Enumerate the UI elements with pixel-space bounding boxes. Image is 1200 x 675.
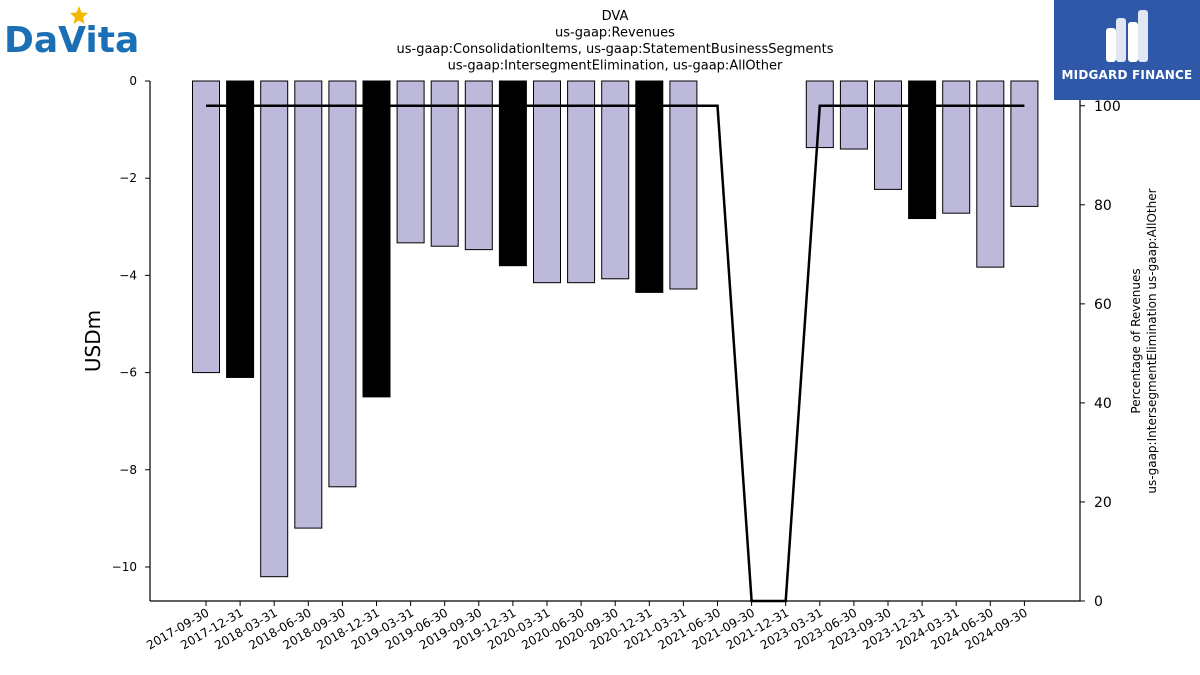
y-tick-label: −2 (119, 171, 137, 185)
y2-tick-label: 100 (1094, 99, 1121, 115)
bar-2018-09-30 (328, 80, 357, 488)
bar-2020-09-30 (601, 80, 630, 280)
bar-2017-09-30 (192, 80, 220, 374)
secondary-y-axis-label-line: us-gaap:IntersegmentElimination us-gaap:… (1145, 188, 1159, 493)
bar-2021-03-31 (669, 80, 698, 290)
chart-title-line: us-gaap:Revenues (555, 26, 675, 41)
percentage-line-series (206, 104, 1025, 603)
y-tick-label: −4 (119, 268, 137, 282)
midgard-logo-mark (1106, 10, 1148, 62)
bar-2018-12-31 (362, 80, 391, 398)
bar-2020-06-30 (567, 80, 596, 284)
bar-2020-12-31 (635, 80, 664, 293)
y-tick-label: −10 (112, 560, 137, 574)
chart-title-line: DVA (602, 9, 629, 24)
davita-logo-mark: DaVita (4, 6, 139, 61)
y-axis-label: USDm (81, 310, 105, 372)
y2-tick-label: 0 (1094, 594, 1103, 610)
bar-2024-03-31 (942, 80, 971, 214)
secondary-y-axis-label: Percentage of Revenues us-gaap:Intersegme… (1129, 188, 1159, 493)
midgard-finance-logo: MIDGARD FINANCE (1054, 0, 1200, 100)
y2-tick-label: 20 (1094, 495, 1112, 511)
bar-2020-03-31 (533, 80, 561, 284)
chart-title: DVA us-gaap:Revenuesus-gaap:Consolidation… (396, 9, 833, 74)
bar-2019-03-31 (396, 80, 425, 244)
chart-title-line: us-gaap:IntersegmentElimination, us-gaap… (448, 59, 783, 74)
y-tick-label: 0 (129, 74, 137, 88)
bar-2023-09-30 (874, 80, 902, 190)
bar-series (192, 80, 1039, 578)
bar-2018-03-31 (260, 80, 289, 578)
bar-2019-06-30 (430, 80, 459, 247)
bar-2017-12-31 (226, 80, 255, 378)
chart-title-line: us-gaap:ConsolidationItems, us-gaap:Stat… (396, 42, 833, 57)
y2-tick-label: 80 (1094, 198, 1112, 214)
y2-tick-label: 40 (1094, 396, 1112, 412)
bar-2019-12-31 (498, 80, 527, 267)
percentage-line (206, 104, 1025, 603)
y2-tick-label: 60 (1094, 297, 1112, 313)
star-icon (70, 6, 88, 24)
bar-2024-09-30 (1010, 80, 1039, 207)
bar-2024-06-30 (976, 80, 1005, 268)
bar-2019-09-30 (464, 80, 493, 251)
bar-2023-06-30 (839, 80, 868, 150)
davita-logo-text: DaVita (4, 20, 139, 58)
secondary-y-axis-label-line: Percentage of Revenues (1129, 268, 1143, 413)
bar-2018-06-30 (294, 80, 323, 529)
davita-logo: DaVita (2, 2, 142, 61)
midgard-logo-text: MIDGARD FINANCE (1061, 68, 1193, 82)
y-tick-label: −8 (119, 463, 137, 477)
y-tick-label: −6 (119, 366, 137, 380)
bar-2023-12-31 (908, 80, 937, 220)
